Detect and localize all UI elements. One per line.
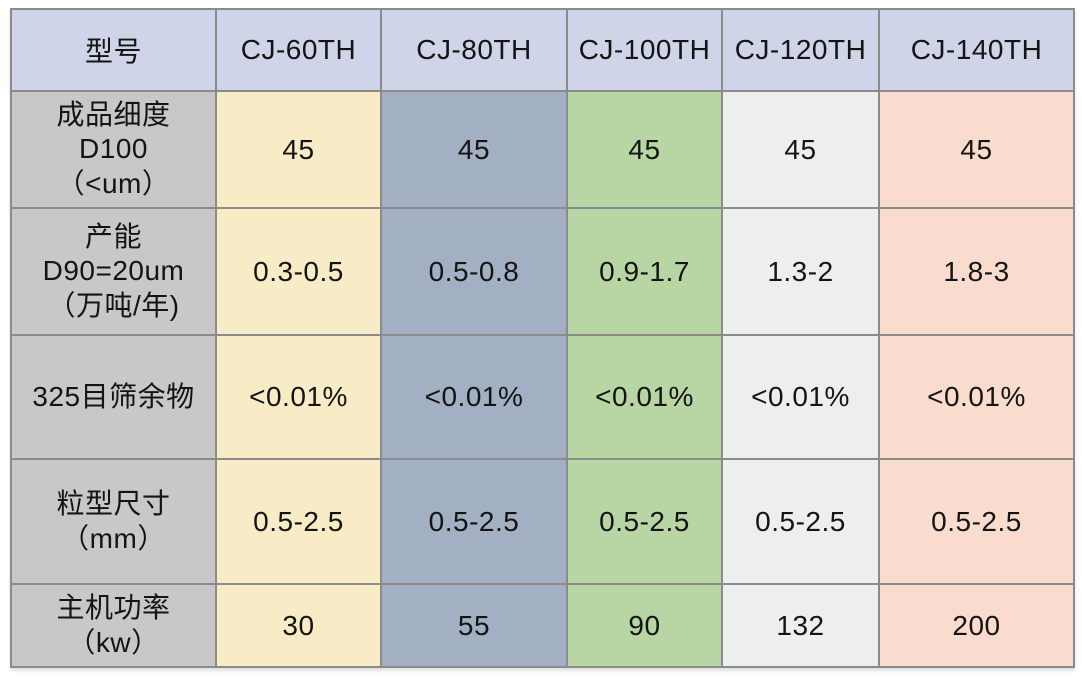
value-capacity-cj-60th: 0.3-0.5 bbox=[215, 207, 382, 336]
header-cell-cj-80th: CJ-80TH bbox=[380, 8, 568, 92]
value-capacity-cj-140th: 1.8-3 bbox=[878, 207, 1075, 336]
row-label-sieve-residue: 325目筛余物 bbox=[10, 334, 217, 460]
value-power-cj-100th: 90 bbox=[566, 583, 723, 668]
row-label-particle-size: 粒型尺寸 （mm） bbox=[10, 458, 217, 585]
table-row-capacity: 产能 D90=20um （万吨/年) 0.3-0.5 0.5-0.8 0.9-1… bbox=[10, 207, 1075, 336]
table-row-main-motor-power: 主机功率 （kw） 30 55 90 132 200 bbox=[10, 583, 1075, 668]
value-particle-cj-80th: 0.5-2.5 bbox=[380, 458, 568, 585]
value-capacity-cj-120th: 1.3-2 bbox=[721, 207, 880, 336]
spec-table-container: 型号 CJ-60TH CJ-80TH CJ-100TH CJ-120TH CJ-… bbox=[10, 8, 1075, 668]
value-residue-cj-60th: <0.01% bbox=[215, 334, 382, 460]
row-label-product-fineness: 成品细度 D100 （<um） bbox=[10, 90, 217, 209]
value-power-cj-140th: 200 bbox=[878, 583, 1075, 668]
table-row-product-fineness: 成品细度 D100 （<um） 45 45 45 45 45 bbox=[10, 90, 1075, 209]
table-row-particle-size: 粒型尺寸 （mm） 0.5-2.5 0.5-2.5 0.5-2.5 0.5-2.… bbox=[10, 458, 1075, 585]
header-cell-model-label: 型号 bbox=[10, 8, 217, 92]
table-row-sieve-residue: 325目筛余物 <0.01% <0.01% <0.01% <0.01% <0.0… bbox=[10, 334, 1075, 460]
row-label-main-motor-power: 主机功率 （kw） bbox=[10, 583, 217, 668]
value-fineness-cj-80th: 45 bbox=[380, 90, 568, 209]
header-row: 型号 CJ-60TH CJ-80TH CJ-100TH CJ-120TH CJ-… bbox=[10, 8, 1075, 92]
value-power-cj-60th: 30 bbox=[215, 583, 382, 668]
header-cell-cj-60th: CJ-60TH bbox=[215, 8, 382, 92]
value-fineness-cj-140th: 45 bbox=[878, 90, 1075, 209]
value-capacity-cj-80th: 0.5-0.8 bbox=[380, 207, 568, 336]
value-residue-cj-100th: <0.01% bbox=[566, 334, 723, 460]
value-particle-cj-140th: 0.5-2.5 bbox=[878, 458, 1075, 585]
value-fineness-cj-100th: 45 bbox=[566, 90, 723, 209]
value-residue-cj-80th: <0.01% bbox=[380, 334, 568, 460]
value-fineness-cj-60th: 45 bbox=[215, 90, 382, 209]
value-residue-cj-140th: <0.01% bbox=[878, 334, 1075, 460]
value-power-cj-80th: 55 bbox=[380, 583, 568, 668]
model-spec-table: 型号 CJ-60TH CJ-80TH CJ-100TH CJ-120TH CJ-… bbox=[10, 8, 1075, 668]
value-fineness-cj-120th: 45 bbox=[721, 90, 880, 209]
header-cell-cj-120th: CJ-120TH bbox=[721, 8, 880, 92]
value-residue-cj-120th: <0.01% bbox=[721, 334, 880, 460]
value-particle-cj-100th: 0.5-2.5 bbox=[566, 458, 723, 585]
header-cell-cj-140th: CJ-140TH bbox=[878, 8, 1075, 92]
value-particle-cj-60th: 0.5-2.5 bbox=[215, 458, 382, 585]
value-capacity-cj-100th: 0.9-1.7 bbox=[566, 207, 723, 336]
row-label-capacity: 产能 D90=20um （万吨/年) bbox=[10, 207, 217, 336]
header-cell-cj-100th: CJ-100TH bbox=[566, 8, 723, 92]
value-power-cj-120th: 132 bbox=[721, 583, 880, 668]
value-particle-cj-120th: 0.5-2.5 bbox=[721, 458, 880, 585]
